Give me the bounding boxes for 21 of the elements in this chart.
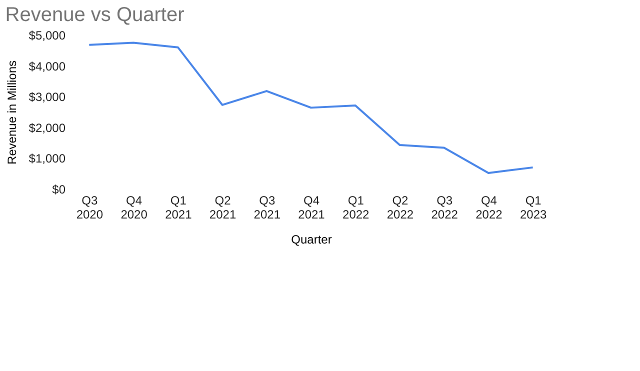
x-tick-label: Q2 2022 bbox=[386, 194, 414, 222]
x-tick-label: Q2 2021 bbox=[209, 194, 236, 222]
y-axis-title: Revenue in Millions bbox=[4, 60, 19, 165]
x-tick-label: Q4 2021 bbox=[298, 194, 326, 222]
x-tick-label: Q3 2020 bbox=[76, 194, 104, 222]
x-tick-label: Q3 2022 bbox=[431, 194, 458, 222]
line-series bbox=[88, 42, 534, 174]
x-tick-label: Q1 2022 bbox=[342, 194, 370, 222]
y-tick-label: $5,000 bbox=[28, 28, 66, 42]
x-tick-label: Q1 2023 bbox=[520, 194, 547, 222]
y-tick-label: $4,000 bbox=[28, 59, 66, 74]
chart-title: Revenue vs Quarter bbox=[5, 4, 185, 26]
x-tick-label: Q1 2021 bbox=[165, 194, 192, 222]
x-tick-label: Q4 2022 bbox=[476, 194, 503, 222]
y-tick-label: $2,000 bbox=[28, 120, 66, 135]
y-tick-label: $0 bbox=[52, 182, 66, 196]
x-tick-label: Q3 2021 bbox=[254, 194, 281, 222]
y-tick-label: $3,000 bbox=[28, 90, 66, 104]
x-tick-label: Q4 2020 bbox=[120, 194, 148, 222]
x-axis-title: Quarter bbox=[291, 232, 332, 246]
y-tick-label: $1,000 bbox=[28, 152, 66, 166]
